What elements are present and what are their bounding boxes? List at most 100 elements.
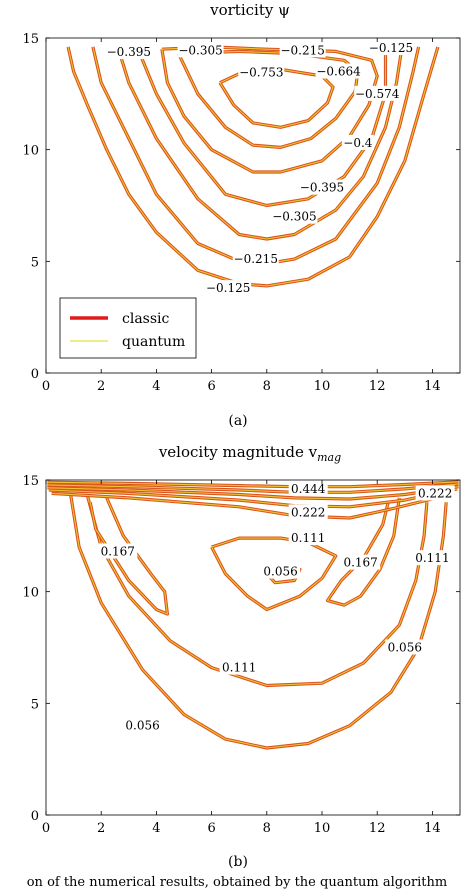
y-tick-label: 10 — [22, 144, 39, 159]
contour-label-bg — [341, 134, 374, 150]
contour-label-bg — [385, 639, 425, 655]
contour-line-quantum — [51, 492, 455, 519]
contour-line-quantum — [136, 46, 387, 207]
vorticity-panel: vorticity ψ −0.395 −0.305 −0.215 −0.125 −0.7… — [22, 1, 461, 429]
x-tick-label: 14 — [424, 821, 441, 836]
contour-label: −0.215 — [280, 43, 324, 57]
contour-labels: −0.395 −0.305 −0.215 −0.125 −0.753 −0.664 −0.5… — [105, 40, 414, 296]
y-tick-label: 5 — [31, 697, 39, 712]
contour-lines — [47, 480, 459, 750]
legend-label: quantum — [122, 334, 185, 350]
legend-label: classic — [122, 311, 170, 327]
contour-line-quantum — [70, 495, 447, 749]
contour-label: −0.4 — [343, 136, 373, 150]
contour-label-bg — [219, 659, 259, 675]
contour-label: 0.056 — [388, 641, 422, 655]
contour-label: 0.222 — [418, 486, 452, 500]
vorticity-plot-area: −0.395 −0.305 −0.215 −0.125 −0.753 −0.664 −0.5… — [22, 32, 461, 394]
contour-label-bg — [288, 480, 328, 496]
contour-label-bg — [368, 40, 414, 56]
x-tick-label: 4 — [152, 379, 160, 394]
chart-title: velocity magnitude vmag — [158, 443, 341, 464]
contour-label-bg — [412, 550, 452, 566]
x-tick-label: 6 — [207, 379, 215, 394]
contour-line-quantum — [326, 497, 400, 606]
contour-label-bg — [279, 42, 326, 58]
contour-label-bg — [105, 44, 152, 60]
contour-label: −0.125 — [369, 41, 413, 55]
x-tick-label: 10 — [314, 821, 331, 836]
contour-label-bg — [341, 554, 381, 570]
contour-label: 0.167 — [101, 544, 135, 558]
contour-line-quantum — [117, 46, 403, 240]
x-tick-label: 8 — [263, 379, 271, 394]
contour-label-bg — [232, 251, 279, 267]
x-tick-label: 6 — [207, 821, 215, 836]
contour-label-bg — [271, 208, 318, 224]
contour-label: 0.111 — [415, 551, 449, 565]
x-tick-label: 0 — [42, 379, 50, 394]
contour-label-bg — [315, 63, 362, 79]
y-tick-label: 5 — [31, 255, 39, 270]
y-axis: 0 5 10 15 — [22, 474, 460, 824]
contour-label: 0.056 — [263, 565, 297, 579]
contour-labels: 0.444 0.222 0.222 0.167 0.167 0.111 0.111 0.111… — [98, 480, 455, 733]
contour-label: −0.395 — [107, 45, 151, 59]
x-axis: 0 2 4 6 8 10 12 14 — [42, 480, 441, 836]
contour-label: −0.125 — [206, 281, 250, 295]
contour-line-quantum — [211, 537, 337, 611]
contour-label-bg — [288, 530, 328, 546]
contour-label-bg — [415, 485, 455, 501]
figure-caption: on of the numerical results, obtained by… — [27, 875, 448, 890]
axes-frame — [45, 37, 461, 374]
x-tick-label: 12 — [369, 821, 386, 836]
contour-label: −0.664 — [316, 65, 361, 79]
panel-sublabel: (a) — [228, 413, 247, 429]
x-axis: 0 2 4 6 8 10 12 14 — [42, 38, 441, 394]
y-tick-label: 10 — [22, 586, 39, 601]
x-tick-label: 4 — [152, 821, 160, 836]
contour-label-bg — [238, 64, 285, 80]
chart-title-main: velocity magnitude v — [158, 443, 318, 461]
velocity-panel: velocity magnitude vmag 0.4440.2220.2220… — [22, 443, 461, 870]
legend-box — [59, 297, 197, 359]
contour-lines — [66, 45, 440, 288]
contour-label: 0.111 — [291, 531, 325, 545]
axes-frame — [45, 479, 461, 816]
contour-label-bg — [354, 85, 401, 101]
legend: classic quantum — [59, 297, 197, 359]
x-tick-label: 14 — [424, 379, 441, 394]
x-tick-label: 2 — [97, 379, 105, 394]
contour-label: 0.056 — [125, 719, 159, 733]
contour-label-bg — [205, 280, 252, 296]
contour-label: 0.167 — [343, 556, 377, 570]
x-tick-label: 10 — [314, 379, 331, 394]
contour-label: −0.753 — [239, 66, 283, 80]
contour-label: −0.305 — [272, 210, 316, 224]
contour-label: −0.574 — [355, 87, 400, 101]
contour-label-bg — [299, 179, 345, 195]
contour-line — [69, 495, 448, 750]
contour-label-bg — [261, 563, 301, 579]
contour-label: −0.215 — [234, 252, 278, 266]
contour-label-bg — [123, 717, 163, 733]
x-tick-label: 8 — [263, 821, 271, 836]
contour-label: −0.305 — [178, 43, 222, 57]
x-tick-label: 0 — [42, 821, 50, 836]
contour-label-bg — [98, 543, 138, 559]
velocity-plot-area: 0.444 0.222 0.222 0.167 0.167 0.111 0.111 0.111… — [22, 474, 461, 836]
contour-label: −0.395 — [300, 181, 344, 195]
contour-line-quantum — [47, 486, 459, 500]
y-tick-label: 0 — [31, 367, 39, 382]
y-tick-label: 15 — [22, 474, 39, 489]
contour-label: 0.222 — [291, 505, 325, 519]
contour-line-quantum — [86, 495, 428, 687]
x-tick-label: 2 — [97, 821, 105, 836]
contour-label: 0.111 — [222, 661, 256, 675]
contour-label-bg — [288, 504, 328, 520]
y-axis: 0 5 10 15 — [22, 32, 460, 382]
contour-label: 0.444 — [291, 482, 326, 496]
x-tick-label: 12 — [369, 379, 386, 394]
contour-label-bg — [177, 42, 224, 58]
